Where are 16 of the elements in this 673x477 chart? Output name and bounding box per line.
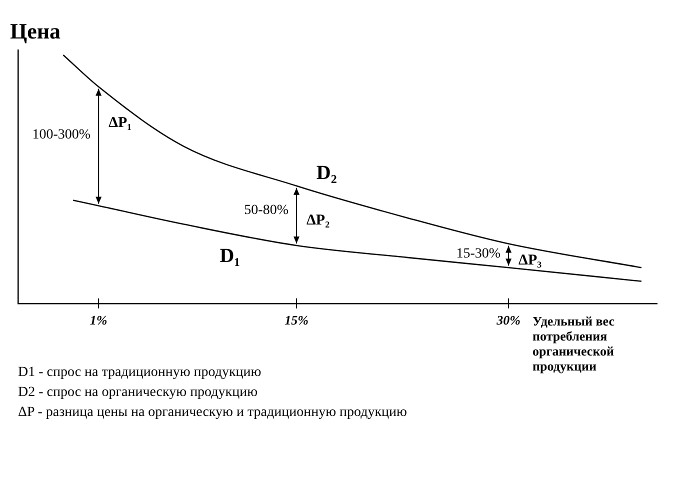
text: D1 - спрос на традиционную продукцию xyxy=(18,365,262,380)
y-axis-title: Цена xyxy=(10,18,61,44)
annotation: ΔP₃ xyxy=(518,252,542,269)
text: D2 - спрос на органическую продукцию xyxy=(18,384,259,402)
x-tick-label: 1% xyxy=(90,312,108,328)
text: ΔP - разница цены на органическую и традиционную продукцию xyxy=(18,404,408,422)
x-tick-label: 15% xyxy=(284,312,309,328)
series-label: D₁ xyxy=(220,245,240,268)
annotation: ΔP₂ xyxy=(306,212,330,229)
x-axis-title: Удельный вес потребления органической продукции xyxy=(532,313,615,374)
annotation: 15-30% xyxy=(456,246,501,262)
series-label: D₂ xyxy=(316,162,337,184)
x-tick-label: 30% xyxy=(496,312,521,328)
annotation: 50-80% xyxy=(244,202,289,218)
annotation: 100-300% xyxy=(32,127,91,142)
annotation: ΔP₁ xyxy=(108,115,132,132)
